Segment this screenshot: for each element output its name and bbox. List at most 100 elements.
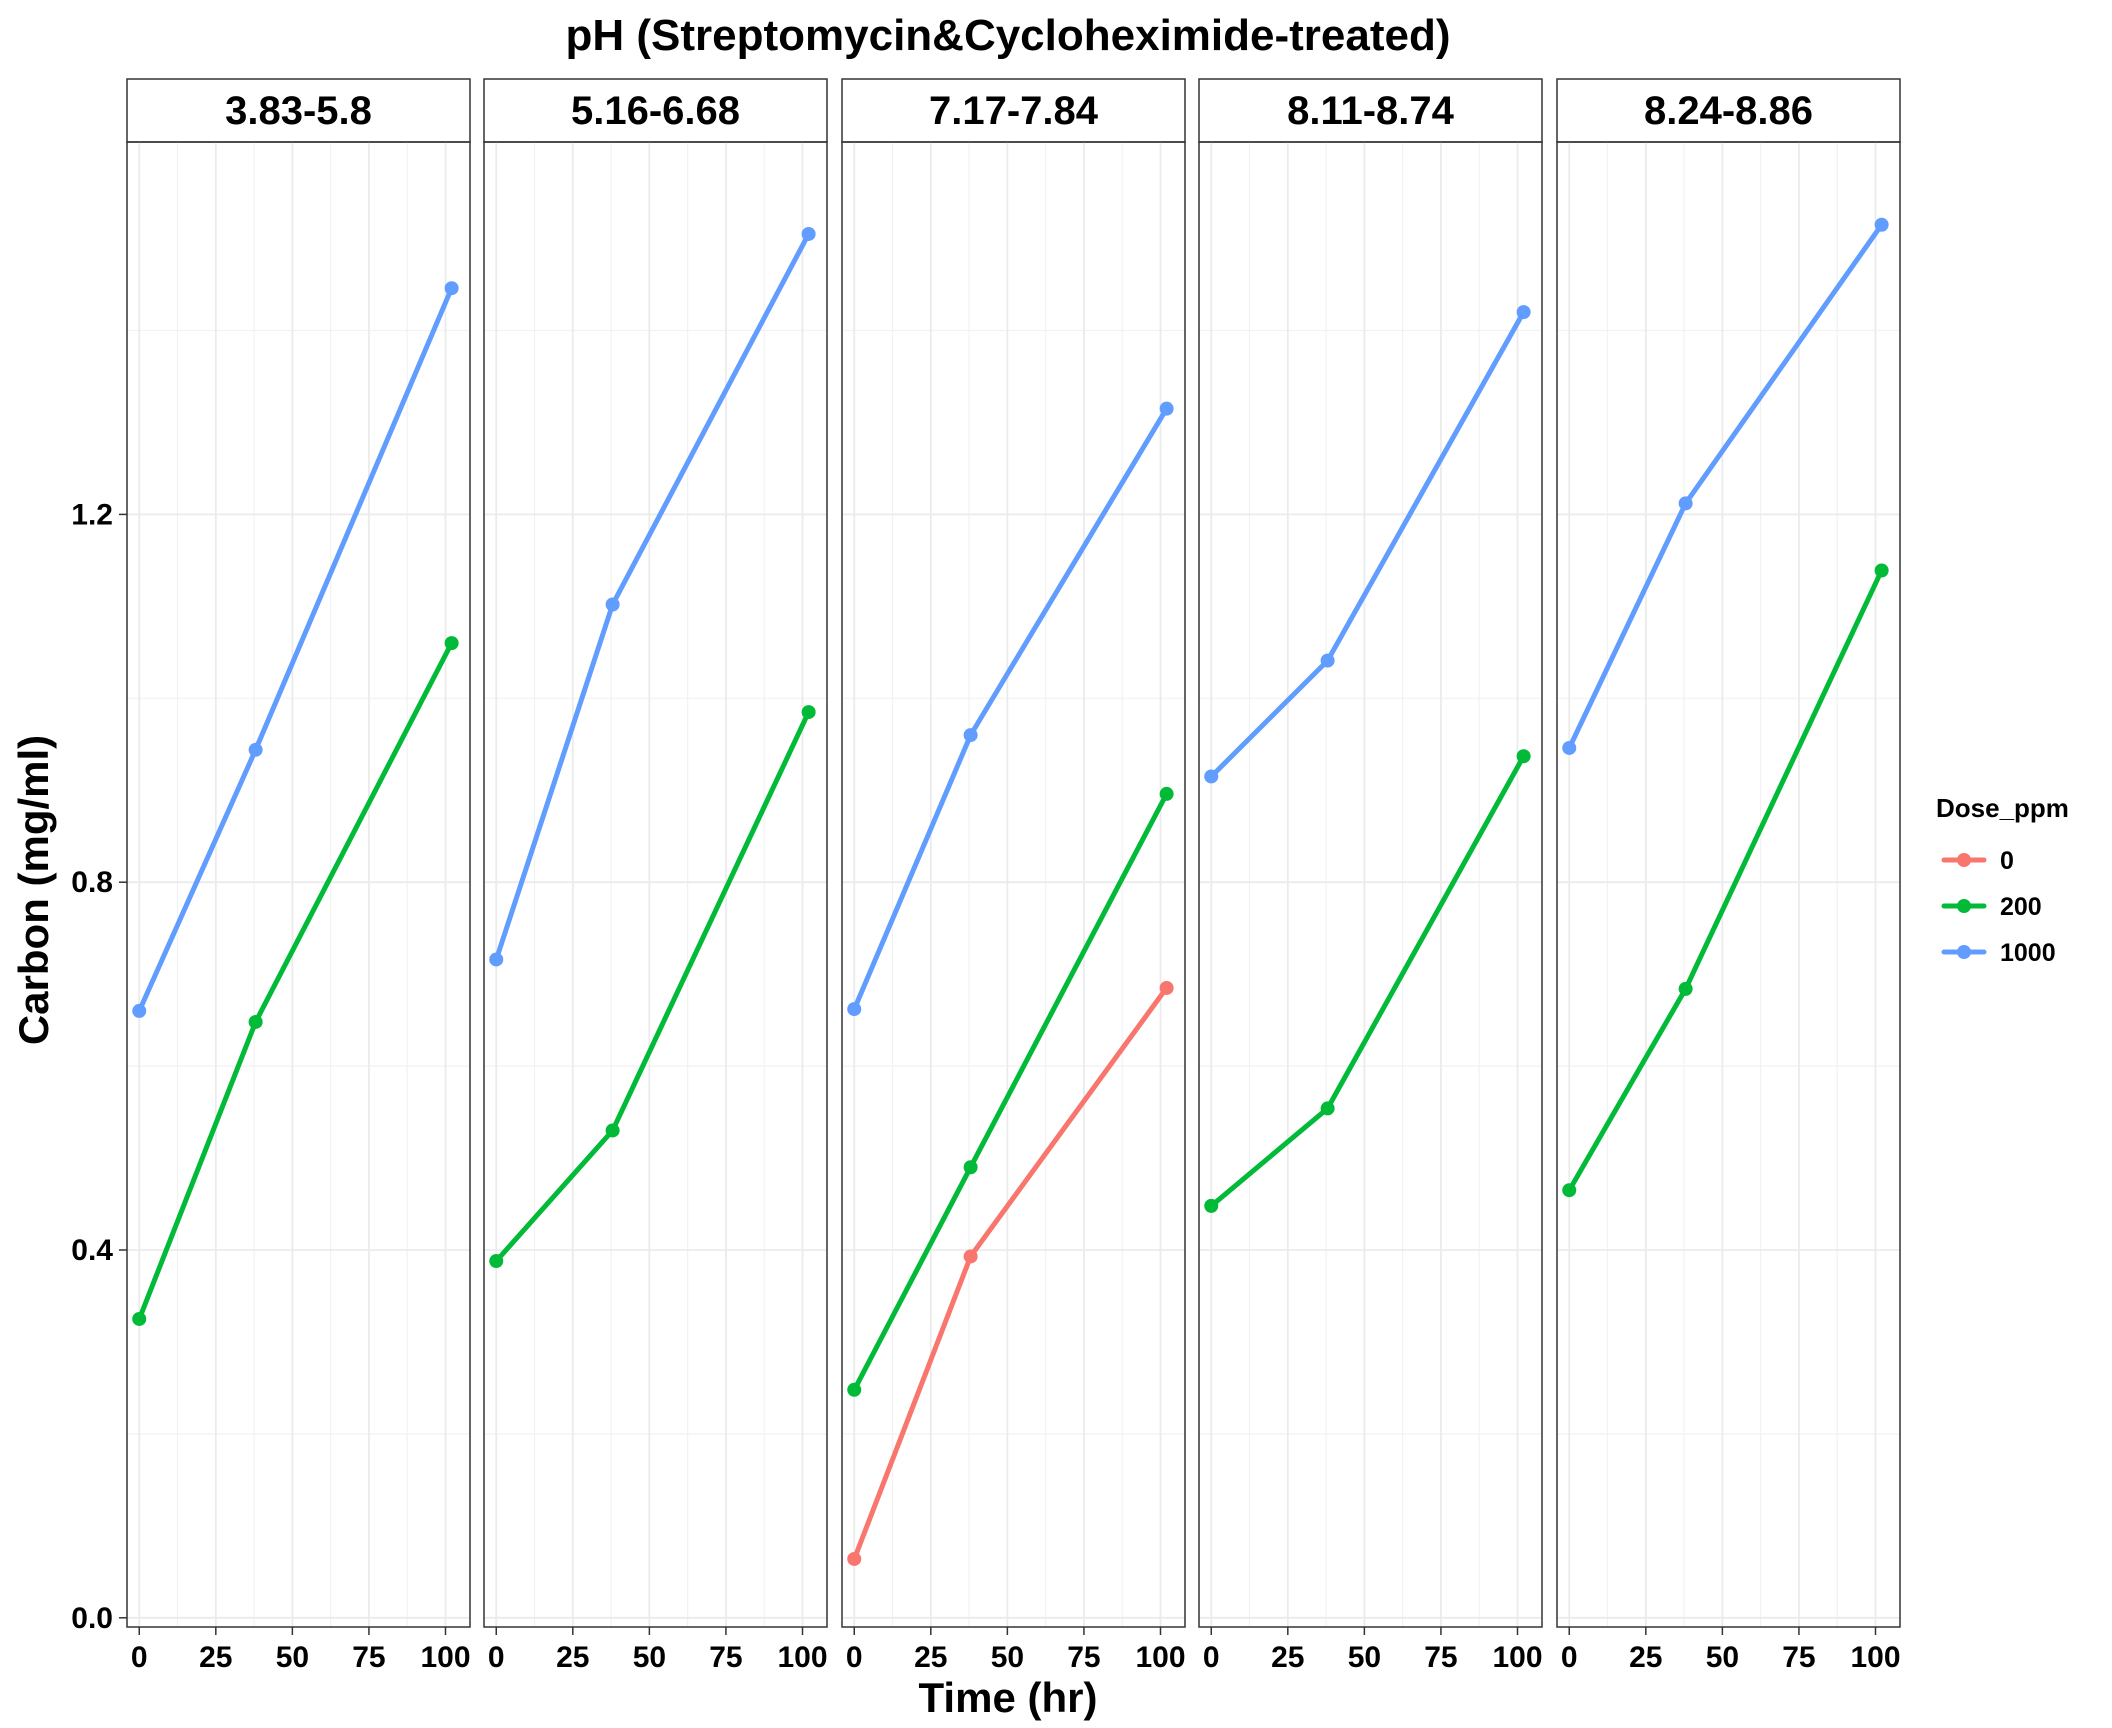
data-point — [444, 281, 459, 296]
data-point — [1159, 980, 1174, 995]
x-tick-label: 0 — [488, 1641, 505, 1674]
data-point — [963, 728, 978, 743]
x-tick-label: 100 — [777, 1641, 827, 1674]
x-tick-label: 0 — [1561, 1641, 1578, 1674]
x-tick-label: 25 — [199, 1641, 232, 1674]
panel-border — [1198, 141, 1543, 1628]
x-tick-label: 0 — [131, 1641, 148, 1674]
data-point — [248, 1014, 263, 1029]
data-point — [1874, 563, 1889, 578]
y-tick-label: 1.2 — [71, 498, 113, 531]
data-point — [1320, 653, 1335, 668]
facet-strip — [841, 78, 1186, 143]
y-tick-label: 0.8 — [71, 866, 113, 899]
x-tick-label: 25 — [1629, 1641, 1662, 1674]
facet-strip-label: 8.24-8.86 — [1644, 89, 1813, 133]
facet-strip — [126, 78, 471, 143]
panel-border — [483, 141, 828, 1628]
facet-strip-label: 8.11-8.74 — [1287, 89, 1455, 133]
x-tick-label: 0 — [1203, 1641, 1220, 1674]
y-axis-title: Carbon (mg/ml) — [10, 735, 57, 1045]
legend-item: 1000 — [1941, 939, 2056, 967]
chart-title: pH (Streptomycin&Cycloheximide-treated) — [565, 11, 1450, 60]
facet-strip-label: 7.17-7.84 — [929, 89, 1099, 133]
x-axis-title: Time (hr) — [919, 1674, 1098, 1721]
data-point — [1562, 1183, 1577, 1198]
data-point — [1516, 305, 1531, 320]
legend-label: 1000 — [2000, 939, 2056, 967]
x-tick-label: 75 — [352, 1641, 385, 1674]
data-point — [248, 742, 263, 757]
data-point — [801, 226, 816, 241]
x-tick-label: 50 — [1348, 1641, 1381, 1674]
data-point — [1678, 981, 1693, 996]
data-point — [489, 1254, 504, 1269]
data-point — [605, 597, 620, 612]
legend-key-point — [1957, 853, 1971, 867]
facet-strip — [1198, 78, 1543, 143]
y-axis: 0.0 0.4 0.8 1.2 — [71, 498, 127, 1635]
data-point — [1204, 1198, 1219, 1213]
x-tick-label: 75 — [1424, 1641, 1457, 1674]
y-tick-label: 0.0 — [71, 1602, 113, 1635]
panel-border — [126, 141, 471, 1628]
x-tick-label: 100 — [1850, 1641, 1900, 1674]
facet-strip-label: 5.16-6.68 — [571, 89, 740, 133]
legend-key-point — [1957, 899, 1971, 913]
facet-strip-label: 3.83-5.8 — [225, 89, 372, 133]
facet-panel: 3.83-5.8 0 25 50 75 100 — [126, 78, 471, 1674]
facet-panel: 7.17-7.84 0 25 50 75 100 — [841, 78, 1186, 1674]
data-point — [1562, 740, 1577, 755]
facet-strip — [483, 78, 828, 143]
x-tick-label: 100 — [1135, 1641, 1185, 1674]
data-point — [1874, 217, 1889, 232]
data-point — [1204, 769, 1219, 784]
legend: Dose_ppm 0 200 1000 — [1936, 793, 2069, 967]
data-point — [132, 1003, 147, 1018]
data-point — [1516, 749, 1531, 764]
data-point — [847, 1002, 862, 1017]
facet-panel: 8.11-8.74 0 25 50 75 100 — [1198, 78, 1543, 1674]
data-point — [444, 636, 459, 651]
panel-border — [1556, 141, 1901, 1628]
data-point — [489, 952, 504, 967]
legend-title: Dose_ppm — [1936, 793, 2069, 823]
x-tick-label: 100 — [420, 1641, 470, 1674]
x-tick-label: 25 — [1271, 1641, 1304, 1674]
data-point — [132, 1311, 147, 1326]
x-tick-label: 75 — [1067, 1641, 1100, 1674]
y-tick-label: 0.4 — [71, 1234, 113, 1267]
facet-strip — [1556, 78, 1901, 143]
data-point — [1320, 1101, 1335, 1116]
x-tick-label: 75 — [709, 1641, 742, 1674]
data-point — [1159, 786, 1174, 801]
legend-key-point — [1957, 945, 1971, 959]
legend-label: 200 — [2000, 893, 2042, 921]
data-point — [1159, 401, 1174, 416]
x-tick-label: 50 — [276, 1641, 309, 1674]
facet-panel: 8.24-8.86 0 25 50 75 100 — [1556, 78, 1901, 1674]
data-point — [847, 1551, 862, 1566]
x-tick-label: 25 — [556, 1641, 589, 1674]
data-point — [1678, 496, 1693, 511]
x-tick-label: 100 — [1492, 1641, 1542, 1674]
data-point — [963, 1249, 978, 1264]
legend-item: 200 — [1941, 893, 2042, 921]
x-tick-label: 50 — [1706, 1641, 1739, 1674]
legend-item: 0 — [1941, 847, 2014, 875]
panel-border — [841, 141, 1186, 1628]
data-point — [963, 1160, 978, 1175]
x-tick-label: 50 — [991, 1641, 1024, 1674]
data-point — [605, 1123, 620, 1138]
x-tick-label: 50 — [633, 1641, 666, 1674]
x-tick-label: 25 — [914, 1641, 947, 1674]
facet-panel: 5.16-6.68 0 25 50 75 100 — [483, 78, 828, 1674]
data-point — [847, 1382, 862, 1397]
legend-label: 0 — [2000, 847, 2014, 875]
x-tick-label: 75 — [1782, 1641, 1815, 1674]
data-point — [801, 705, 816, 720]
x-tick-label: 0 — [846, 1641, 863, 1674]
